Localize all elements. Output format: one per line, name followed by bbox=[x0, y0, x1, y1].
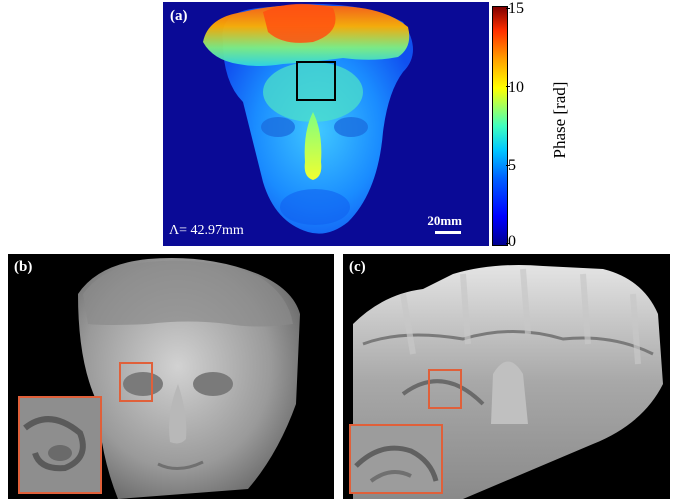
colorbar-tickmark bbox=[506, 86, 510, 87]
colorbar bbox=[492, 6, 508, 246]
highlight-box bbox=[296, 61, 336, 101]
phase-map-panel: (a) Λ= 42.97mm 20mm bbox=[163, 2, 489, 246]
panel-label-c: (c) bbox=[349, 259, 366, 275]
zoom-inset bbox=[349, 424, 443, 494]
zoom-inset-image bbox=[351, 426, 441, 492]
colorbar-tick-label: 10 bbox=[508, 79, 524, 96]
scale-bar-label: 20mm bbox=[427, 213, 462, 228]
wavelength-annotation: Λ= 42.97mm bbox=[169, 223, 244, 238]
colorbar-tick-label: 15 bbox=[508, 0, 524, 17]
zoom-inset bbox=[18, 396, 102, 494]
phase-map-image bbox=[203, 3, 413, 234]
zoom-inset-image bbox=[20, 398, 100, 492]
highlight-box bbox=[119, 362, 153, 402]
scale-bar bbox=[435, 231, 461, 234]
reconstruction-panel-b: (b) bbox=[8, 254, 334, 499]
colorbar-tickmark bbox=[506, 165, 510, 166]
colorbar-label: Phase [rad] bbox=[550, 81, 569, 159]
panel-label-a: (a) bbox=[170, 8, 188, 24]
colorbar-tick-label: 5 bbox=[508, 157, 516, 174]
highlight-box bbox=[428, 369, 462, 409]
colorbar-tickmark bbox=[506, 8, 510, 9]
colorbar-tickmark bbox=[506, 243, 510, 244]
reconstruction-image-b bbox=[78, 258, 300, 499]
reconstruction-panel-c: (c) bbox=[343, 254, 670, 499]
panel-label-b: (b) bbox=[14, 259, 33, 275]
colorbar-tick-label: 0 bbox=[508, 233, 516, 250]
